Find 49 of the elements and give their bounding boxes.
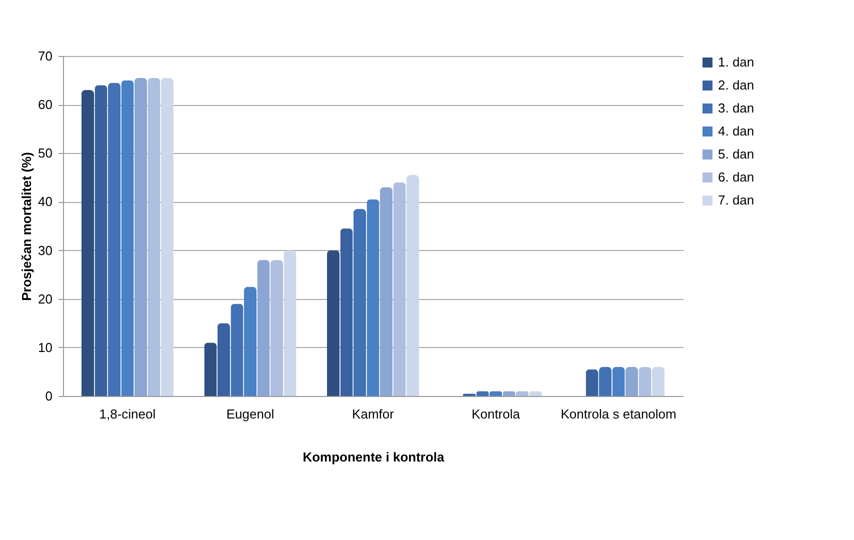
legend-label: 7. dan [718, 192, 754, 208]
y-tick-label: 0 [45, 388, 52, 404]
y-tick-label: 60 [38, 97, 52, 112]
bar [626, 366, 638, 396]
bar [366, 199, 380, 396]
y-tick-label: 70 [38, 48, 52, 64]
bar [121, 80, 134, 396]
x-tick-label: Kontrola s etanolom [560, 406, 676, 422]
y-tick-label: 50 [38, 146, 52, 161]
legend-label: 3. dan [718, 100, 754, 116]
x-tick-label: Kontrola [472, 406, 521, 422]
legend-label: 5. dan [718, 146, 754, 162]
legend-label: 2. dan [718, 78, 754, 92]
bar [326, 250, 340, 396]
bar [204, 342, 217, 396]
bar [638, 366, 652, 396]
y-tick-label: 40 [38, 194, 52, 210]
bar [257, 260, 270, 396]
bar [612, 366, 625, 396]
x-tick-label: Eugenol [226, 406, 274, 422]
legend-label: 6. dan [718, 170, 754, 184]
bar [244, 286, 257, 396]
bar [340, 228, 353, 396]
bar [599, 366, 612, 396]
bar [353, 209, 366, 396]
bar [81, 90, 94, 396]
y-tick-label: 30 [38, 242, 52, 258]
bar [134, 78, 147, 396]
bar [284, 250, 296, 396]
bar [148, 78, 160, 396]
legend-label: 4. dan [718, 124, 754, 138]
bar [230, 304, 244, 396]
y-axis-title: Prosječan mortalitet (%) [19, 152, 34, 301]
bar [393, 182, 406, 396]
bar [217, 323, 230, 396]
bar [406, 175, 420, 396]
legend-label: 1. dan [718, 54, 754, 70]
x-axis-title: Komponente i kontrola [302, 450, 446, 464]
bar [270, 260, 284, 396]
bar [380, 187, 393, 396]
y-tick-label: 20 [38, 291, 52, 306]
x-tick-label: 1,8-cineol [99, 406, 156, 422]
bar [94, 85, 108, 396]
bar [160, 78, 174, 396]
y-tick-label: 10 [38, 340, 52, 355]
bar [652, 366, 665, 396]
bar [586, 369, 598, 396]
x-tick-label: Kamfor [352, 406, 395, 422]
bar [108, 82, 120, 396]
